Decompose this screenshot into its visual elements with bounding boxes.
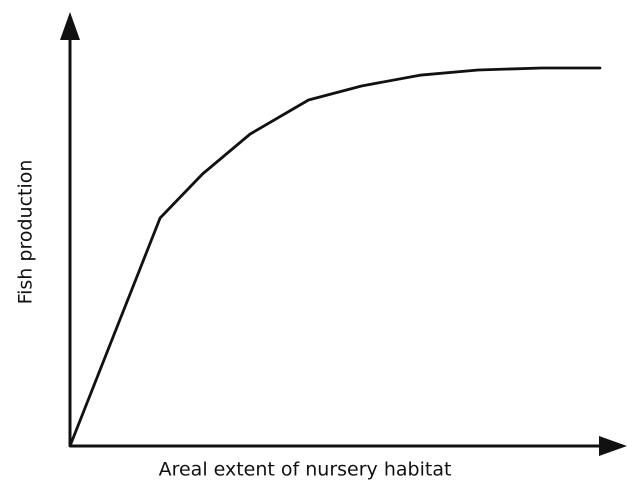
curve — [68, 66, 602, 448]
y-axis-arrow — [60, 12, 80, 40]
x-axis-arrow — [599, 436, 627, 456]
x-axis-label: Areal extent of nursery habitat — [159, 459, 452, 481]
y-axis-label: Fish production — [15, 160, 37, 305]
